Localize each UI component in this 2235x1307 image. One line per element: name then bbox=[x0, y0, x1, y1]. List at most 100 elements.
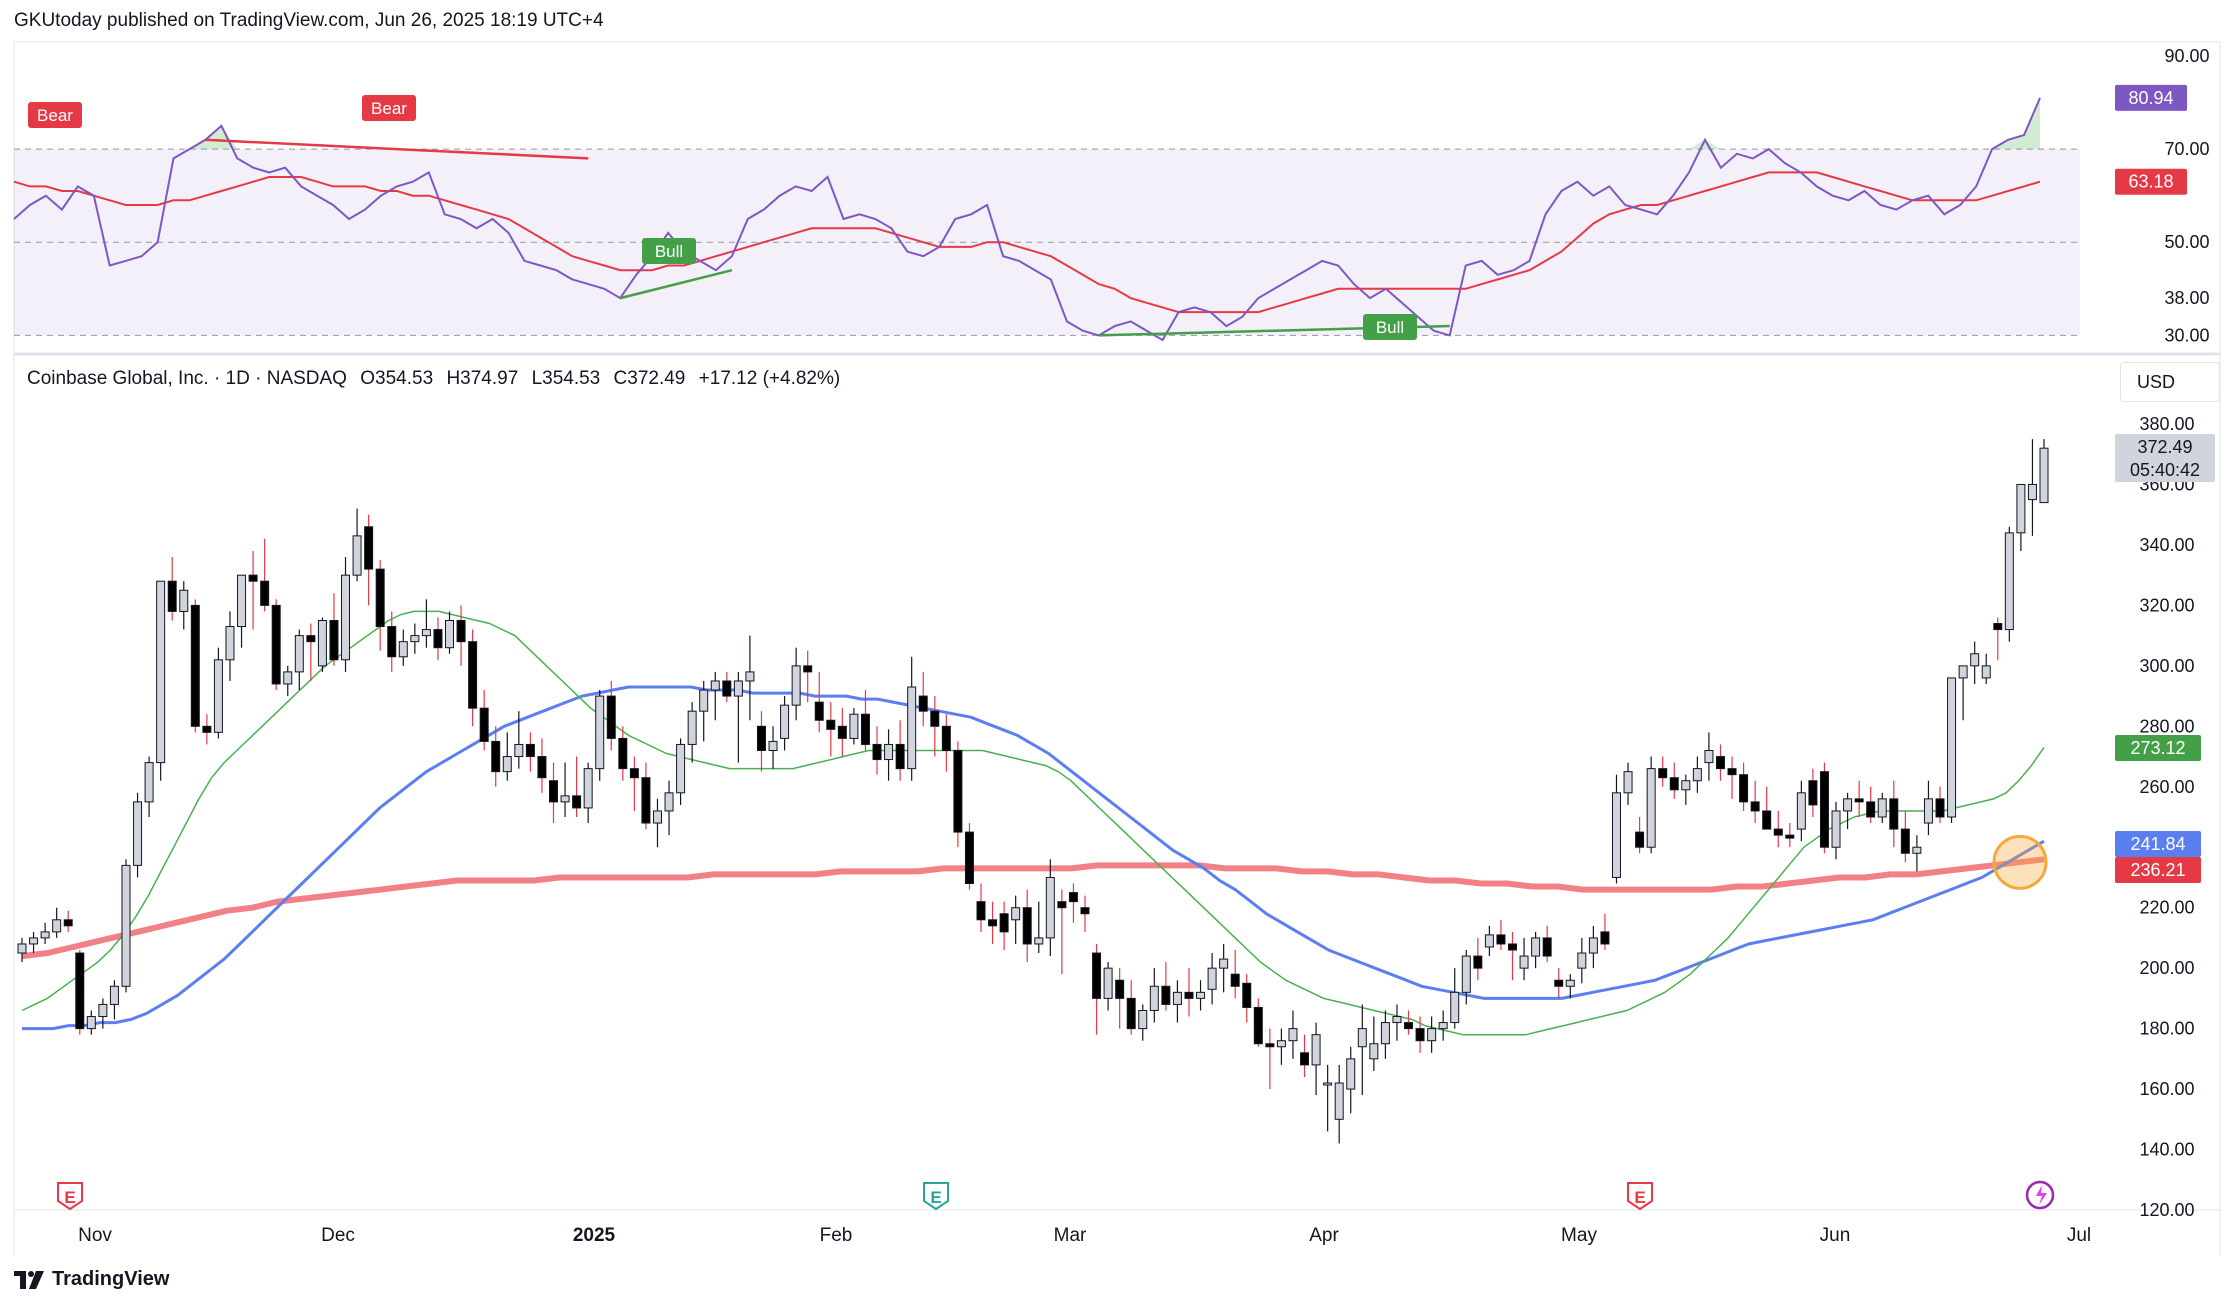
candle bbox=[1415, 1016, 1425, 1053]
symbol-legend: Coinbase Global, Inc. · 1D · NASDAQ O354… bbox=[27, 368, 848, 390]
candle bbox=[398, 629, 408, 666]
candle bbox=[271, 599, 281, 691]
candle bbox=[2027, 439, 2037, 536]
rsi-overbought-fill bbox=[14, 97, 2040, 150]
candle bbox=[2004, 526, 2014, 642]
svg-text:63.18: 63.18 bbox=[2128, 172, 2173, 192]
candle bbox=[144, 756, 154, 817]
candle bbox=[1057, 889, 1067, 975]
candle bbox=[860, 690, 870, 751]
symbol-name[interactable]: Coinbase Global, Inc. · 1D · NASDAQ bbox=[27, 368, 347, 389]
candle bbox=[502, 732, 512, 781]
price-change: +17.12 (+4.82%) bbox=[698, 368, 841, 389]
candle bbox=[2039, 439, 2049, 504]
time-tick-Mar: Mar bbox=[1054, 1225, 1087, 1246]
candle bbox=[1912, 835, 1922, 872]
candle bbox=[606, 680, 616, 751]
candle bbox=[1889, 780, 1899, 848]
candle bbox=[1045, 859, 1055, 957]
candle bbox=[352, 508, 362, 582]
candle bbox=[479, 690, 489, 751]
candle bbox=[595, 690, 605, 781]
candle bbox=[1611, 774, 1621, 884]
svg-text:Bull: Bull bbox=[655, 242, 683, 261]
candle bbox=[1334, 1064, 1344, 1144]
svg-text:241.84: 241.84 bbox=[2130, 834, 2185, 854]
svg-text:E: E bbox=[64, 1188, 75, 1207]
candle bbox=[780, 696, 790, 751]
candle bbox=[1311, 1022, 1321, 1096]
candle bbox=[29, 931, 39, 954]
candle bbox=[1161, 962, 1171, 1011]
price-tick-220: 220.00 bbox=[2139, 898, 2194, 918]
time-tick-2025: 2025 bbox=[573, 1225, 616, 1246]
earnings-icon[interactable]: E bbox=[57, 1182, 83, 1211]
candle bbox=[2016, 483, 2026, 551]
candle bbox=[976, 883, 986, 932]
candle bbox=[1219, 943, 1229, 993]
rsi-value-badge: 80.94 bbox=[2115, 84, 2187, 111]
candle bbox=[676, 738, 686, 805]
candle bbox=[1207, 953, 1217, 1005]
price-tick-320: 320.00 bbox=[2139, 595, 2194, 615]
tradingview-logo[interactable]: TradingView bbox=[14, 1268, 169, 1291]
time-tick-Jun: Jun bbox=[1820, 1225, 1851, 1246]
candle bbox=[1276, 1028, 1286, 1065]
candle bbox=[884, 729, 894, 781]
candle bbox=[1843, 792, 1853, 830]
candle bbox=[179, 581, 189, 630]
sma50-line bbox=[22, 685, 2045, 1031]
candle bbox=[1323, 1064, 1333, 1132]
sma200-line bbox=[21, 856, 2045, 960]
candle bbox=[1115, 968, 1125, 1029]
candle bbox=[1981, 653, 1991, 684]
candle bbox=[572, 756, 582, 817]
candle bbox=[1288, 1010, 1298, 1059]
price-tick-180: 180.00 bbox=[2139, 1019, 2194, 1039]
candle bbox=[225, 611, 235, 681]
svg-text:E: E bbox=[930, 1188, 941, 1207]
candle bbox=[133, 792, 143, 878]
candle bbox=[433, 617, 443, 660]
candle bbox=[1831, 801, 1841, 860]
bear-divergence-1-line bbox=[205, 138, 589, 160]
candle bbox=[803, 650, 813, 703]
candle bbox=[1681, 774, 1691, 805]
candle bbox=[1796, 780, 1806, 842]
candle bbox=[306, 623, 316, 681]
candle bbox=[445, 611, 455, 654]
candle bbox=[1866, 786, 1876, 824]
svg-text:273.12: 273.12 bbox=[2130, 738, 2185, 758]
candle bbox=[317, 617, 327, 672]
candle bbox=[537, 738, 547, 793]
candle bbox=[1080, 895, 1090, 932]
candle bbox=[548, 762, 558, 824]
candle bbox=[652, 798, 662, 848]
candle bbox=[468, 629, 478, 727]
earnings-icon[interactable]: E bbox=[1627, 1182, 1653, 1211]
candle bbox=[1658, 756, 1668, 787]
candle bbox=[1935, 786, 1945, 824]
candle bbox=[872, 726, 882, 775]
svg-text:Bear: Bear bbox=[371, 99, 407, 118]
rsi-ma-value-badge: 63.18 bbox=[2115, 168, 2187, 195]
time-tick-Nov: Nov bbox=[78, 1225, 112, 1246]
candle bbox=[1034, 901, 1044, 954]
event-icon[interactable] bbox=[2025, 1180, 2055, 1210]
candle bbox=[953, 741, 963, 848]
candle bbox=[1473, 937, 1483, 981]
crossover-highlight bbox=[1992, 834, 2048, 890]
candle bbox=[260, 538, 270, 612]
earnings-icon[interactable]: E bbox=[923, 1182, 949, 1211]
candle bbox=[745, 635, 755, 721]
candle bbox=[86, 1010, 96, 1035]
candle bbox=[1692, 756, 1702, 793]
time-tick-Dec: Dec bbox=[321, 1225, 355, 1246]
candle bbox=[1669, 762, 1679, 799]
sma20-line bbox=[21, 610, 2045, 1036]
candle bbox=[1450, 968, 1460, 1029]
candle bbox=[237, 574, 247, 648]
candle bbox=[1068, 883, 1078, 923]
bear-divergence-1-label: Bear bbox=[28, 102, 82, 128]
